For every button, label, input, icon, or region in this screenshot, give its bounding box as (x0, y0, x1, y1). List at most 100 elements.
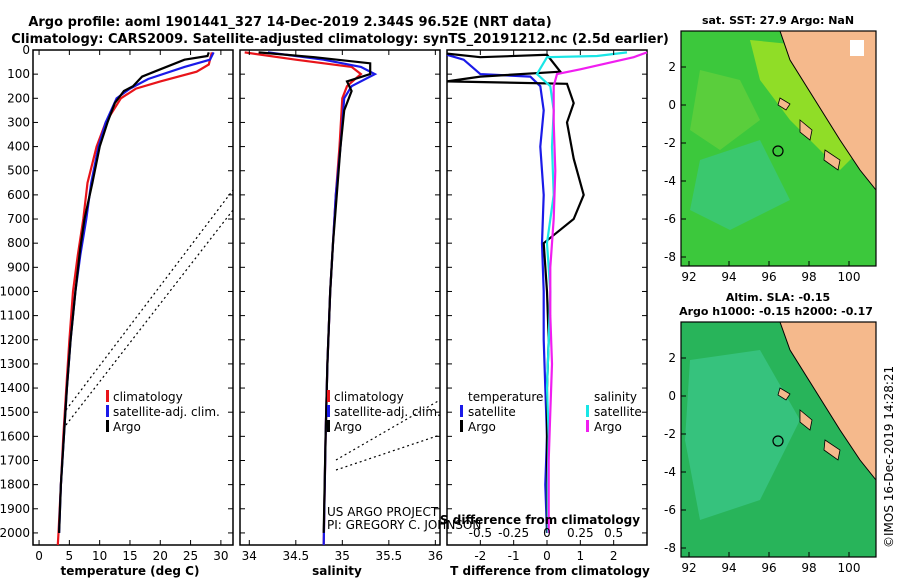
map-x-tick-label: 94 (721, 561, 736, 575)
x-tick-label: 0 (35, 549, 43, 563)
y-tick-label: 100 (7, 67, 30, 81)
legend-swatch-argo (106, 420, 109, 432)
legend-swatch-climatology (106, 390, 109, 402)
legend-title-salinity: salinity (594, 390, 637, 404)
temperature-legend: climatology satellite-adj. clim. Argo (106, 390, 220, 434)
s-tick-label: 0.25 (567, 526, 594, 540)
map-x-tick-label: 96 (761, 561, 776, 575)
map-x-tick-label: 100 (838, 561, 861, 575)
legend-label-t-satellite: satellite (468, 405, 516, 419)
map-y-tick-label: -4 (664, 465, 676, 479)
legend-label-argo: Argo (113, 420, 141, 434)
y-tick-label: 400 (7, 140, 30, 154)
title-line2: Climatology: CARS2009. Satellite-adjuste… (11, 32, 669, 47)
x-tick-label: 10 (92, 549, 107, 563)
x-tick-label: 25 (183, 549, 198, 563)
map-ticks: 92 94 96 98 100 2 0 -2 -4 -6 -8 92 94 96 98 100 2 0 -2 -4 -6… (664, 60, 860, 575)
map-y-tick-label: 0 (668, 389, 676, 403)
s-tick-label: -0.25 (498, 526, 529, 540)
y-tick-label: 300 (7, 115, 30, 129)
map-y-tick-label: 2 (668, 351, 676, 365)
series-line-s-argo (547, 51, 648, 533)
credit-project: US ARGO PROJECT (327, 505, 439, 519)
map-x-tick-label: 94 (721, 270, 736, 284)
temperature-xlabel: temperature (deg C) (61, 564, 200, 578)
y-tick-label: 0 (22, 43, 30, 57)
ticks-layer: 0 5 10 15 20 25 300100200300400500600700800900… (0, 43, 647, 563)
legend-label-argo: Argo (334, 420, 362, 434)
sla-map-frame (680, 321, 877, 558)
x-tick-label: 35 (335, 549, 350, 563)
map-y-tick-label: -2 (664, 427, 676, 441)
map-y-tick-label: -4 (664, 174, 676, 188)
legend-label-s-satellite: satellite (594, 405, 642, 419)
sla-map-title2: Argo h1000: -0.15 h2000: -0.17 (679, 305, 873, 318)
title-line1: Argo profile: aoml 1901441_327 14-Dec-20… (28, 15, 551, 30)
x-tick-label: 35.5 (375, 549, 402, 563)
temp-dotted-guide-1 (65, 189, 234, 411)
y-tick-label: 1400 (0, 381, 30, 395)
sla-map-islands (777, 387, 841, 461)
y-tick-label: 1200 (0, 333, 30, 347)
sst-map-title: sat. SST: 27.9 Argo: NaN (702, 14, 854, 27)
legend-swatch-s-argo (586, 420, 589, 432)
s-tick-label: 0 (543, 526, 551, 540)
map-y-tick-label: 2 (668, 60, 676, 74)
sal-dotted-guide-2 (335, 434, 441, 471)
sal-dotted-guide-1 (335, 399, 441, 461)
map-y-tick-label: -8 (664, 250, 676, 264)
series-layer (56, 51, 648, 546)
sla-map: Altim. SLA: -0.15 Argo h1000: -0.15 h200… (679, 291, 877, 558)
y-tick-label: 800 (7, 236, 30, 250)
legend-label-satellite: satellite-adj. clim. (334, 405, 441, 419)
legend-swatch-s-satellite (586, 405, 589, 417)
y-tick-label: 1500 (0, 405, 30, 419)
difference-legend: temperature satellite Argo salinity sate… (460, 390, 642, 434)
y-tick-label: 700 (7, 212, 30, 226)
legend-swatch-satellite (327, 405, 330, 417)
y-tick-label: 900 (7, 260, 30, 274)
credit-pi: PI: GREGORY C. JOHNSON (327, 518, 481, 532)
sst-map-warm-patch (690, 70, 760, 150)
series-line-argo (258, 51, 372, 533)
x-tick-label: 20 (153, 549, 168, 563)
sla-map-anomaly (685, 350, 800, 520)
x-tick-label: 2 (610, 549, 618, 563)
x-tick-label: 5 (66, 549, 74, 563)
y-tick-label: 1600 (0, 429, 30, 443)
salinity-xlabel: salinity (312, 564, 362, 578)
temperature-panel (32, 49, 234, 546)
x-tick-label: 0 (543, 549, 551, 563)
difference-xlabel: T difference from climatology (450, 564, 650, 578)
s-tick-label: -0.5 (469, 526, 492, 540)
legend-swatch-t-satellite (460, 405, 463, 417)
map-x-tick-label: 98 (801, 561, 816, 575)
map-y-tick-label: 0 (668, 98, 676, 112)
y-tick-label: 1100 (0, 309, 30, 323)
x-tick-label: -2 (474, 549, 486, 563)
y-tick-label: 1700 (0, 453, 30, 467)
sst-map-warm-band (750, 40, 860, 170)
y-tick-label: 2000 (0, 526, 30, 540)
s-tick-label: 0.5 (604, 526, 623, 540)
sst-map-argo-location (772, 145, 784, 157)
legend-swatch-argo (327, 420, 330, 432)
x-tick-label: 1 (577, 549, 585, 563)
sst-map-islands (777, 97, 841, 171)
legend-swatch-t-argo (460, 420, 463, 432)
x-tick-label: -1 (508, 549, 520, 563)
map-x-tick-label: 92 (681, 270, 696, 284)
x-tick-label: 30 (213, 549, 228, 563)
map-x-tick-label: 98 (801, 270, 816, 284)
y-tick-label: 500 (7, 164, 30, 178)
map-x-tick-label: 92 (681, 561, 696, 575)
legend-label-s-argo: Argo (594, 420, 622, 434)
legend-label-climatology: climatology (334, 390, 404, 404)
difference-xlabel-top: S difference from climatology (440, 513, 640, 527)
sst-map-frame (680, 30, 877, 267)
map-y-tick-label: -6 (664, 212, 676, 226)
legend-title-temperature: temperature (468, 390, 543, 404)
map-x-tick-label: 100 (838, 270, 861, 284)
map-y-tick-label: -8 (664, 541, 676, 555)
sst-map: sat. SST: 27.9 Argo: NaN (680, 14, 877, 267)
